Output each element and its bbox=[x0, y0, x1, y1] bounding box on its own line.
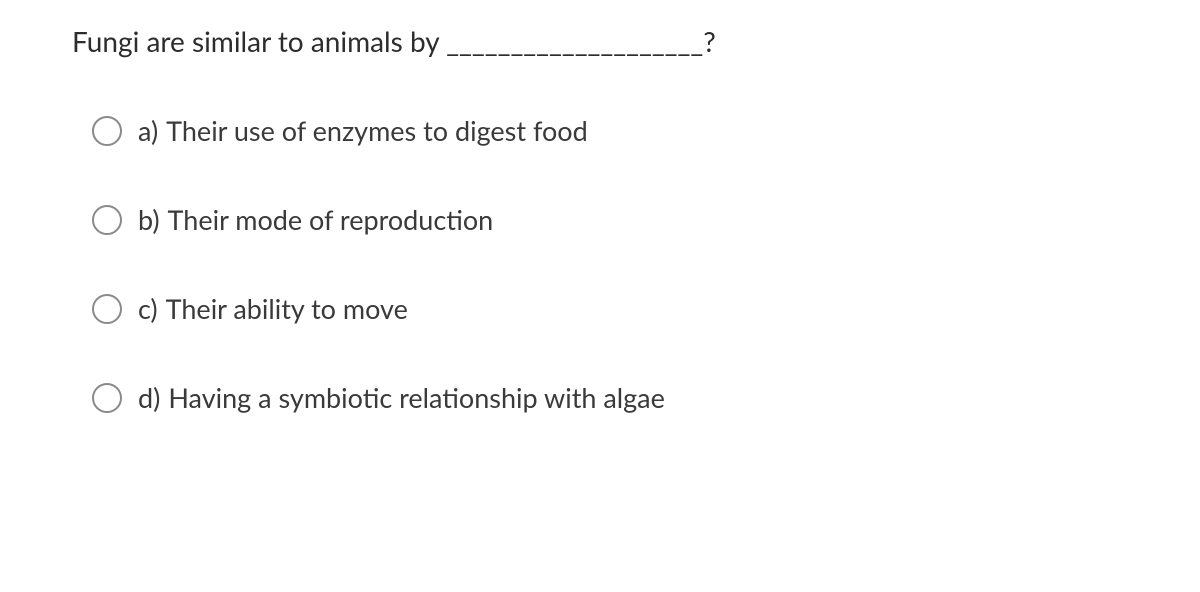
option-row-a[interactable]: a) Their use of enzymes to digest food bbox=[92, 114, 1128, 147]
option-row-b[interactable]: b) Their mode of reproduction bbox=[92, 203, 1128, 236]
radio-button-d[interactable] bbox=[92, 383, 122, 413]
question-text: Fungi are similar to animals by ________… bbox=[72, 24, 1128, 58]
option-label-c: c) Their ability to move bbox=[138, 292, 408, 325]
option-label-d: d) Having a symbiotic relationship with … bbox=[138, 381, 665, 414]
option-label-a: a) Their use of enzymes to digest food bbox=[138, 114, 588, 147]
option-letter: d) bbox=[138, 381, 160, 414]
radio-button-a[interactable] bbox=[92, 116, 122, 146]
radio-button-b[interactable] bbox=[92, 205, 122, 235]
options-list: a) Their use of enzymes to digest food b… bbox=[72, 114, 1128, 414]
option-letter: c) bbox=[138, 292, 158, 325]
option-letter: a) bbox=[138, 114, 158, 147]
option-label-b: b) Their mode of reproduction bbox=[138, 203, 493, 236]
option-row-d[interactable]: d) Having a symbiotic relationship with … bbox=[92, 381, 1128, 414]
option-text: Their ability to move bbox=[166, 292, 408, 325]
option-text: Their use of enzymes to digest food bbox=[166, 114, 588, 147]
radio-button-c[interactable] bbox=[92, 294, 122, 324]
option-text: Having a symbiotic relationship with alg… bbox=[168, 381, 665, 414]
option-text: Their mode of reproduction bbox=[168, 203, 494, 236]
option-row-c[interactable]: c) Their ability to move bbox=[92, 292, 1128, 325]
option-letter: b) bbox=[138, 203, 160, 236]
